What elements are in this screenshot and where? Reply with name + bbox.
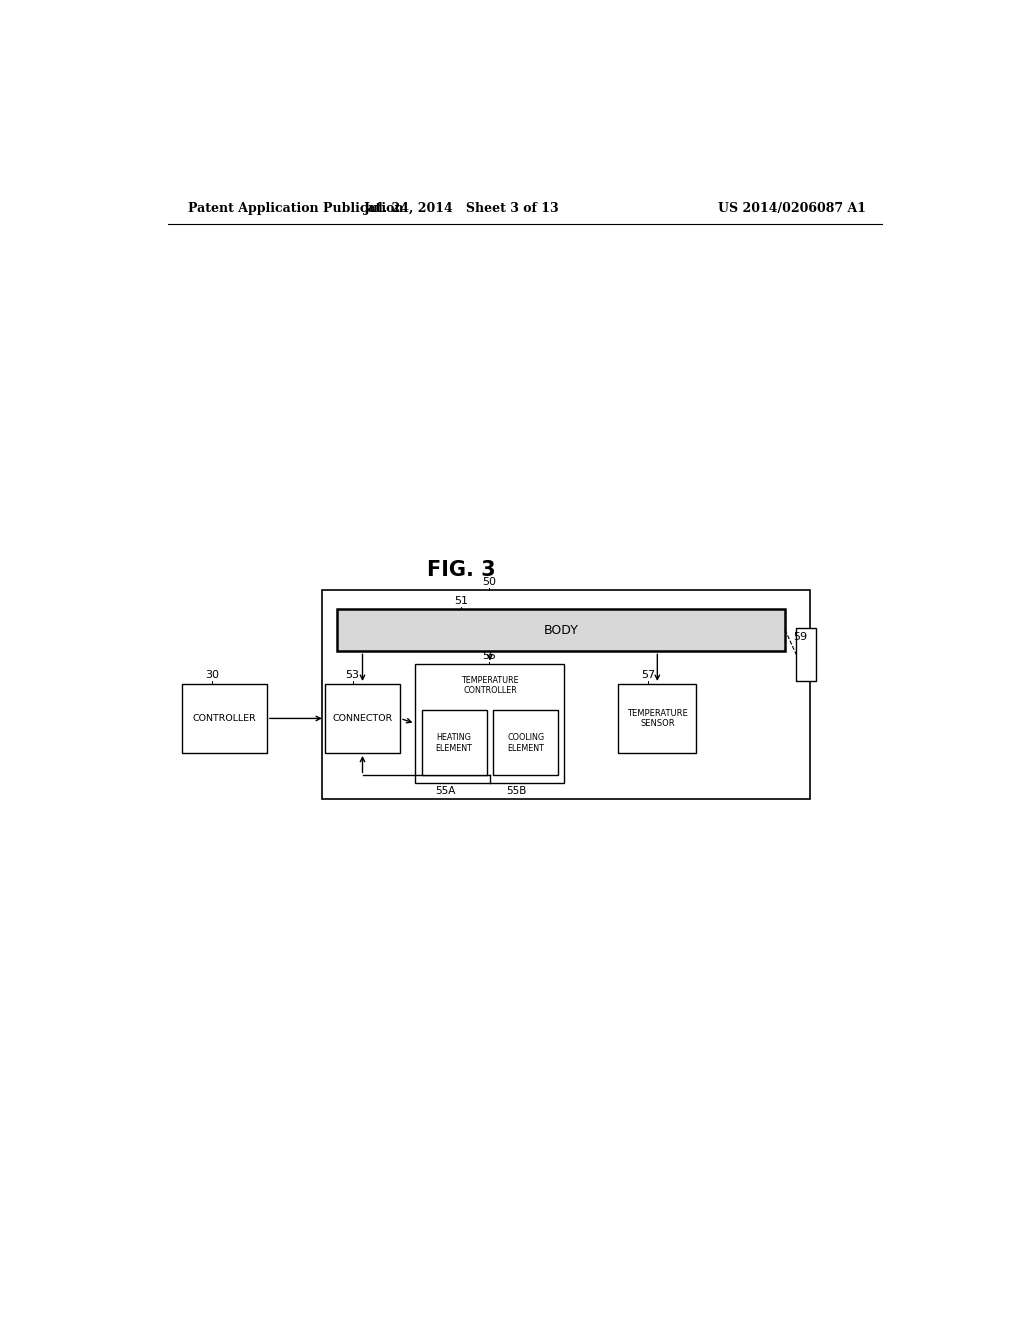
Bar [337,609,785,651]
Bar [422,710,486,775]
Text: TEMPERATURE
CONTROLLER: TEMPERATURE CONTROLLER [461,676,519,696]
Text: Patent Application Publication: Patent Application Publication [187,202,403,215]
Bar [494,710,558,775]
Text: 51: 51 [455,595,468,606]
Bar [325,684,400,752]
Text: US 2014/0206087 A1: US 2014/0206087 A1 [718,202,866,215]
Bar [416,664,564,784]
Bar [323,590,811,799]
Text: BODY: BODY [544,623,579,636]
Text: 55A: 55A [435,785,456,796]
Text: 50: 50 [482,577,496,587]
Text: 30: 30 [205,669,219,680]
Bar [182,684,267,752]
Text: 55B: 55B [507,785,527,796]
Text: 55: 55 [482,651,496,660]
Bar [797,628,816,681]
Text: FIG. 3: FIG. 3 [427,560,496,579]
Bar [618,684,696,752]
Text: COOLING
ELEMENT: COOLING ELEMENT [507,733,544,752]
Text: Jul. 24, 2014   Sheet 3 of 13: Jul. 24, 2014 Sheet 3 of 13 [364,202,559,215]
Text: 53: 53 [345,669,359,680]
Text: HEATING
ELEMENT: HEATING ELEMENT [436,733,473,752]
Text: 59: 59 [793,632,807,643]
Text: 57: 57 [641,669,655,680]
Text: TEMPERATURE
SENSOR: TEMPERATURE SENSOR [627,709,688,729]
Text: CONTROLLER: CONTROLLER [193,714,256,723]
Text: CONNECTOR: CONNECTOR [333,714,392,723]
